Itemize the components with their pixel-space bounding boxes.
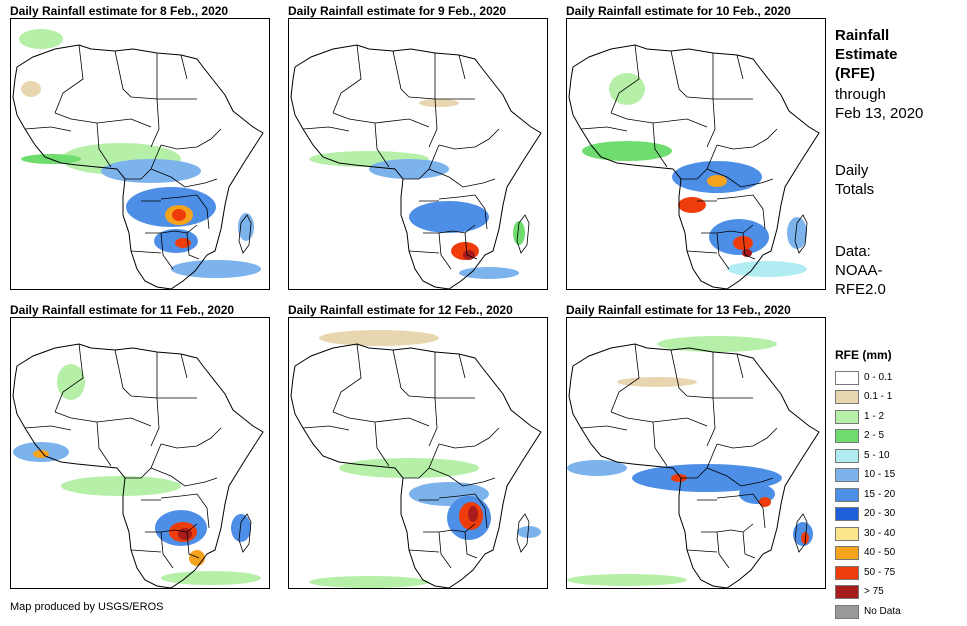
legend-swatch	[835, 468, 859, 483]
legend-label: 5 - 10	[864, 449, 890, 461]
rainfall-map	[290, 44, 542, 289]
panel-title: Daily Rainfall estimate for 13 Feb., 202…	[566, 303, 791, 317]
legend-swatch	[835, 448, 859, 463]
legend-swatch	[835, 546, 859, 561]
legend-swatch	[835, 565, 859, 580]
rainfall-map	[568, 44, 820, 289]
rainfall-panel-12-feb: Daily Rainfall estimate for 12 Feb., 202…	[288, 303, 550, 589]
rfe-legend: RFE (mm) 0 - 0.1 0.1 - 1 1 - 2 2 - 5 5 - 10 1…	[835, 348, 901, 622]
daily-label: Daily	[835, 162, 869, 179]
rainfall-panel-11-feb: Daily Rainfall estimate for 11 Feb., 202…	[10, 303, 272, 589]
date-label: Feb 13, 2020	[835, 105, 924, 122]
data-source-line: NOAA-	[835, 262, 883, 279]
legend-label: 0 - 0.1	[864, 371, 893, 383]
legend-label: 50 - 75	[864, 566, 896, 578]
rfe-title-line: Rainfall	[835, 27, 890, 44]
rainfall-panel-13-feb: Daily Rainfall estimate for 13 Feb., 202…	[566, 303, 828, 589]
rainfall-map	[567, 336, 820, 588]
legend-swatch	[835, 507, 859, 522]
rainfall-map	[12, 343, 264, 588]
legend-item: 1 - 2	[835, 407, 901, 427]
legend-label: 10 - 15	[864, 469, 896, 481]
legend-swatch	[835, 370, 859, 385]
rfe-title-line: Estimate	[835, 46, 898, 63]
legend-label: 20 - 30	[864, 508, 896, 520]
map-frame	[288, 18, 548, 290]
legend-item: 0 - 0.1	[835, 368, 901, 388]
rain-cells	[582, 73, 807, 277]
legend-swatch	[835, 487, 859, 502]
legend-label: 40 - 50	[864, 547, 896, 559]
legend-item: 50 - 75	[835, 563, 901, 583]
legend-rows: 0 - 0.1 0.1 - 1 1 - 2 2 - 5 5 - 10 10 - 15 15 …	[835, 368, 901, 622]
legend-label: 0.1 - 1	[864, 391, 893, 403]
rfe-title-line: (RFE)	[835, 65, 875, 82]
legend-label: No Data	[864, 605, 901, 617]
legend-item: 40 - 50	[835, 544, 901, 564]
legend-label: 15 - 20	[864, 488, 896, 500]
legend-swatch	[835, 526, 859, 541]
daily-totals: Daily Totals	[835, 161, 874, 199]
through-date: through Feb 13, 2020	[835, 85, 923, 123]
legend-item: 15 - 20	[835, 485, 901, 505]
rainfall-panel-8-feb: Daily Rainfall estimate for 8 Feb., 2020	[10, 4, 272, 290]
through-label: through	[835, 86, 886, 103]
legend-item: 30 - 40	[835, 524, 901, 544]
legend-item: 20 - 30	[835, 505, 901, 525]
rain-cells	[19, 29, 261, 278]
data-source: Data: NOAA- RFE2.0	[835, 242, 886, 299]
legend-item: 10 - 15	[835, 466, 901, 486]
totals-label: Totals	[835, 181, 875, 198]
map-frame	[566, 18, 826, 290]
legend-item: 2 - 5	[835, 427, 901, 447]
map-frame	[10, 18, 270, 290]
map-frame	[10, 317, 270, 589]
legend-title: RFE (mm)	[835, 348, 892, 362]
legend-label: > 75	[864, 586, 884, 598]
rain-cells	[567, 336, 813, 586]
panel-title: Daily Rainfall estimate for 8 Feb., 2020	[10, 4, 229, 18]
panel-title: Daily Rainfall estimate for 10 Feb., 202…	[566, 4, 791, 18]
rfe-title: Rainfall Estimate (RFE)	[835, 26, 898, 83]
legend-swatch	[835, 585, 859, 600]
data-label: Data:	[835, 243, 871, 260]
legend-swatch	[835, 390, 859, 405]
map-frame	[288, 317, 548, 589]
credit-text: Map produced by USGS/EROS	[10, 601, 164, 613]
legend-item: 5 - 10	[835, 446, 901, 466]
data-source-line: RFE2.0	[835, 281, 886, 298]
legend-label: 2 - 5	[864, 430, 885, 442]
rainfall-map	[12, 29, 264, 289]
rain-cells	[309, 330, 541, 588]
rainfall-panel-9-feb: Daily Rainfall estimate for 9 Feb., 2020	[288, 4, 550, 290]
map-frame	[566, 317, 826, 589]
rainfall-panel-10-feb: Daily Rainfall estimate for 10 Feb., 202…	[566, 4, 828, 290]
rain-cells	[309, 99, 525, 279]
legend-label: 1 - 2	[864, 410, 885, 422]
legend-label: 30 - 40	[864, 527, 896, 539]
legend-item: 0.1 - 1	[835, 388, 901, 408]
legend-item: No Data	[835, 602, 901, 622]
rainfall-map	[290, 330, 542, 588]
panel-title: Daily Rainfall estimate for 12 Feb., 202…	[288, 303, 513, 317]
legend-swatch	[835, 429, 859, 444]
legend-swatch	[835, 409, 859, 424]
legend-item: > 75	[835, 583, 901, 603]
rain-cells	[13, 364, 261, 585]
panel-title: Daily Rainfall estimate for 11 Feb., 202…	[10, 303, 235, 317]
panel-title: Daily Rainfall estimate for 9 Feb., 2020	[288, 4, 507, 18]
legend-swatch	[835, 604, 859, 619]
